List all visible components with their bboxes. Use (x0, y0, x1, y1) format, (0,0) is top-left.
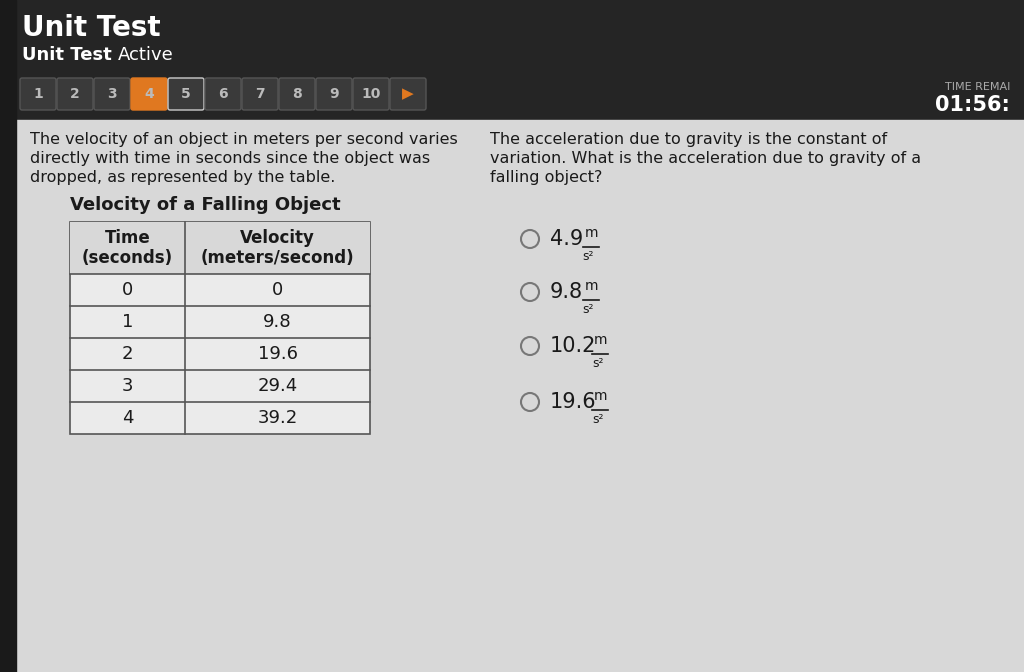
Text: Unit Test: Unit Test (22, 14, 161, 42)
Text: Time
(seconds): Time (seconds) (82, 228, 173, 267)
Text: 2: 2 (122, 345, 133, 363)
FancyBboxPatch shape (94, 78, 130, 110)
Text: 1: 1 (122, 313, 133, 331)
Text: m: m (594, 389, 607, 403)
Text: 10: 10 (361, 87, 381, 101)
Circle shape (521, 283, 539, 301)
Text: 4: 4 (122, 409, 133, 427)
Text: s²: s² (592, 357, 603, 370)
Text: 39.2: 39.2 (257, 409, 298, 427)
Text: Unit Test: Unit Test (22, 46, 112, 64)
FancyBboxPatch shape (168, 78, 204, 110)
Bar (70, 222, 370, 434)
Text: 7: 7 (255, 87, 265, 101)
Text: m: m (585, 226, 598, 240)
Text: 2: 2 (70, 87, 80, 101)
Text: Velocity
(meters/second): Velocity (meters/second) (201, 228, 354, 267)
Text: 19.6: 19.6 (257, 345, 298, 363)
Text: TIME REMAI: TIME REMAI (944, 82, 1010, 92)
Text: 6: 6 (218, 87, 227, 101)
Bar (0, 0, 16, 672)
Text: 8: 8 (292, 87, 302, 101)
Text: Active: Active (118, 46, 174, 64)
Bar (70, 222, 370, 274)
Text: s²: s² (583, 250, 594, 263)
FancyBboxPatch shape (242, 78, 278, 110)
Text: 3: 3 (122, 377, 133, 395)
Text: Velocity of a Falling Object: Velocity of a Falling Object (70, 196, 340, 214)
Text: s²: s² (583, 303, 594, 316)
Text: 9.8: 9.8 (550, 282, 583, 302)
FancyBboxPatch shape (390, 78, 426, 110)
Text: 01:56:: 01:56: (935, 95, 1010, 115)
Text: 4.9: 4.9 (550, 229, 584, 249)
Text: 5: 5 (181, 87, 190, 101)
Text: directly with time in seconds since the object was: directly with time in seconds since the … (30, 151, 430, 166)
FancyBboxPatch shape (316, 78, 352, 110)
Text: 9.8: 9.8 (263, 313, 292, 331)
Text: 10.2: 10.2 (550, 336, 596, 356)
Circle shape (521, 393, 539, 411)
FancyBboxPatch shape (20, 78, 56, 110)
Text: m: m (585, 279, 598, 293)
Text: 0: 0 (122, 281, 133, 299)
Text: 29.4: 29.4 (257, 377, 298, 395)
Bar (0, 0, 1024, 120)
FancyBboxPatch shape (279, 78, 315, 110)
Text: 3: 3 (108, 87, 117, 101)
Bar (16, 120, 1024, 672)
Text: 9: 9 (329, 87, 339, 101)
Text: ▶: ▶ (402, 87, 414, 101)
Text: m: m (594, 333, 607, 347)
Text: s²: s² (592, 413, 603, 426)
Text: 1: 1 (33, 87, 43, 101)
FancyBboxPatch shape (131, 78, 167, 110)
Text: 19.6: 19.6 (550, 392, 597, 412)
Circle shape (521, 230, 539, 248)
Text: 4: 4 (144, 87, 154, 101)
Text: The velocity of an object in meters per second varies: The velocity of an object in meters per … (30, 132, 458, 147)
FancyBboxPatch shape (353, 78, 389, 110)
FancyBboxPatch shape (57, 78, 93, 110)
Text: 0: 0 (272, 281, 283, 299)
Text: The acceleration due to gravity is the constant of: The acceleration due to gravity is the c… (490, 132, 887, 147)
Circle shape (521, 337, 539, 355)
Text: falling object?: falling object? (490, 170, 602, 185)
Text: variation. What is the acceleration due to gravity of a: variation. What is the acceleration due … (490, 151, 922, 166)
Text: dropped, as represented by the table.: dropped, as represented by the table. (30, 170, 336, 185)
FancyBboxPatch shape (205, 78, 241, 110)
